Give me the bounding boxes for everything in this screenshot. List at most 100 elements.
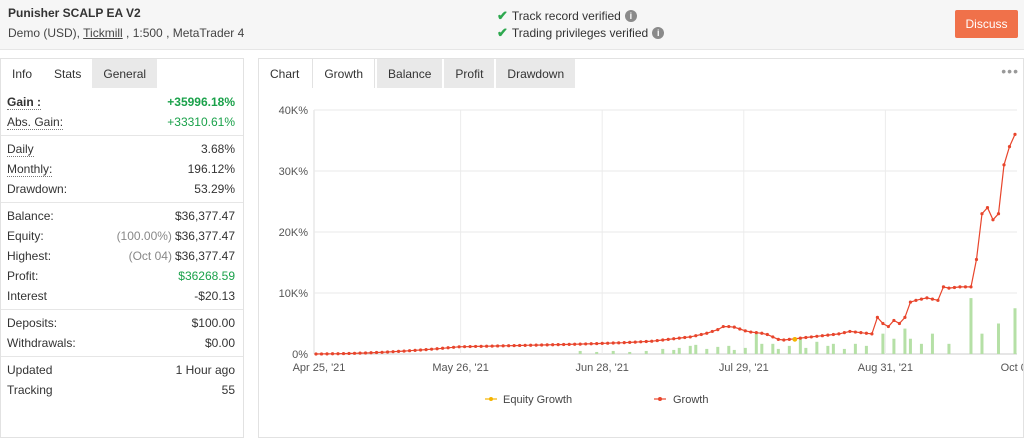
account-header: Punisher SCALP EA V2 Demo (USD), Tickmil…: [0, 0, 1024, 50]
highest-date: (Oct 04): [128, 249, 172, 263]
growth-point: [754, 331, 758, 335]
check-icon: ✔: [497, 25, 508, 40]
growth-point: [446, 346, 450, 350]
growth-point: [655, 338, 659, 343]
growth-point: [699, 332, 703, 337]
growth-point: [468, 344, 472, 349]
y-tick-label: 30K%: [279, 166, 309, 178]
daily-growth-bar: [815, 341, 819, 354]
daily-label[interactable]: Daily: [7, 141, 34, 157]
daily-growth-bar: [716, 346, 720, 354]
y-tick-label: 20K%: [279, 227, 309, 239]
growth-point: [710, 329, 714, 334]
tab-general[interactable]: General: [92, 59, 158, 88]
growth-point: [974, 257, 979, 262]
stat-abs-gain: Abs. Gain: +33310.61%: [7, 112, 235, 132]
daily-growth-bar: [831, 343, 835, 354]
x-tick-label: Aug 31, '21: [858, 362, 913, 374]
growth-point: [573, 342, 577, 346]
monthly-label[interactable]: Monthly:: [7, 161, 53, 177]
growth-point: [721, 324, 725, 329]
growth-point: [892, 318, 896, 323]
daily-growth-bar: [694, 344, 698, 354]
more-options-icon[interactable]: •••: [1001, 63, 1019, 79]
growth-point: [1013, 132, 1017, 136]
divider: [1, 135, 243, 136]
stat-highest: Highest: (Oct 04) $36,377.47: [7, 246, 235, 266]
tracking-value: 55: [221, 383, 235, 397]
growth-point: [996, 212, 1001, 216]
tab-info[interactable]: Info: [12, 67, 33, 81]
growth-point: [914, 298, 918, 302]
growth-point: [424, 348, 428, 352]
growth-point: [897, 321, 902, 326]
x-tick-label: May 26, '21: [432, 362, 489, 374]
growth-point: [853, 330, 857, 334]
tab-drawdown[interactable]: Drawdown: [496, 59, 576, 88]
tab-balance[interactable]: Balance: [377, 59, 443, 88]
growth-point: [644, 339, 648, 344]
track-record-verified: ✔ Track record verified i: [497, 8, 637, 24]
growth-point: [545, 343, 549, 347]
abs-gain-value: +33310.61%: [167, 115, 235, 129]
highest-value-wrap: (Oct 04) $36,377.47: [129, 249, 235, 263]
growth-point: [809, 335, 813, 339]
daily-growth-bar: [771, 343, 775, 354]
gain-label[interactable]: Gain :: [7, 94, 42, 110]
check-icon: ✔: [497, 8, 508, 23]
growth-point: [776, 337, 780, 341]
growth-point: [319, 352, 324, 356]
tab-growth[interactable]: Growth: [312, 59, 376, 88]
growth-point: [578, 342, 582, 346]
growth-point: [842, 331, 846, 335]
info-icon[interactable]: i: [624, 10, 637, 22]
growth-point: [534, 343, 538, 347]
daily-growth-bar: [688, 345, 692, 354]
growth-point: [765, 332, 769, 337]
chart-panel: Chart Growth Balance Profit Drawdown •••…: [258, 58, 1024, 438]
growth-point: [600, 341, 604, 345]
growth-point: [358, 351, 362, 355]
growth-point: [738, 327, 742, 331]
tab-chart[interactable]: Chart: [259, 59, 311, 88]
growth-point: [341, 351, 346, 356]
daily-growth-bar: [980, 333, 984, 354]
legend-equity-label: Equity Growth: [503, 394, 572, 406]
growth-point: [705, 331, 709, 335]
info-icon[interactable]: i: [652, 27, 665, 39]
stat-withdrawals: Withdrawals: $0.00: [7, 333, 235, 353]
growth-point: [529, 343, 533, 347]
tab-stats[interactable]: Stats: [43, 59, 93, 88]
abs-gain-label[interactable]: Abs. Gain:: [7, 114, 64, 130]
gain-value: +35996.18%: [167, 95, 235, 109]
daily-growth-bar: [892, 338, 896, 354]
growth-point: [595, 341, 599, 346]
account-type: Demo (USD),: [8, 26, 81, 40]
growth-point: [336, 352, 340, 356]
daily-growth-bar: [661, 348, 665, 354]
daily-value: 3.68%: [200, 142, 235, 156]
profit-label: Profit:: [7, 269, 39, 283]
growth-point: [688, 335, 692, 339]
stat-monthly: Monthly: 196.12%: [7, 159, 235, 179]
discuss-button[interactable]: Discuss: [955, 10, 1018, 38]
growth-point: [727, 324, 731, 329]
growth-point: [518, 343, 522, 348]
growth-point: [639, 340, 643, 344]
broker-link[interactable]: Tickmill: [83, 26, 123, 40]
tab-profit[interactable]: Profit: [444, 59, 495, 88]
account-subtitle: Demo (USD), Tickmill , 1:500 , MetaTrade…: [8, 26, 244, 40]
daily-growth-bar: [743, 347, 747, 354]
growth-point: [749, 330, 753, 334]
x-tick-label: Oct 04, '21: [1001, 362, 1023, 374]
growth-point: [330, 352, 335, 356]
drawdown-label: Drawdown:: [7, 182, 68, 196]
growth-point: [413, 348, 417, 352]
growth-point: [771, 335, 775, 339]
growth-point: [694, 334, 698, 338]
growth-point: [826, 333, 830, 337]
monthly-value: 196.12%: [187, 162, 235, 176]
growth-point: [881, 321, 885, 326]
growth-point: [760, 331, 764, 335]
interest-value: -$20.13: [194, 289, 235, 303]
